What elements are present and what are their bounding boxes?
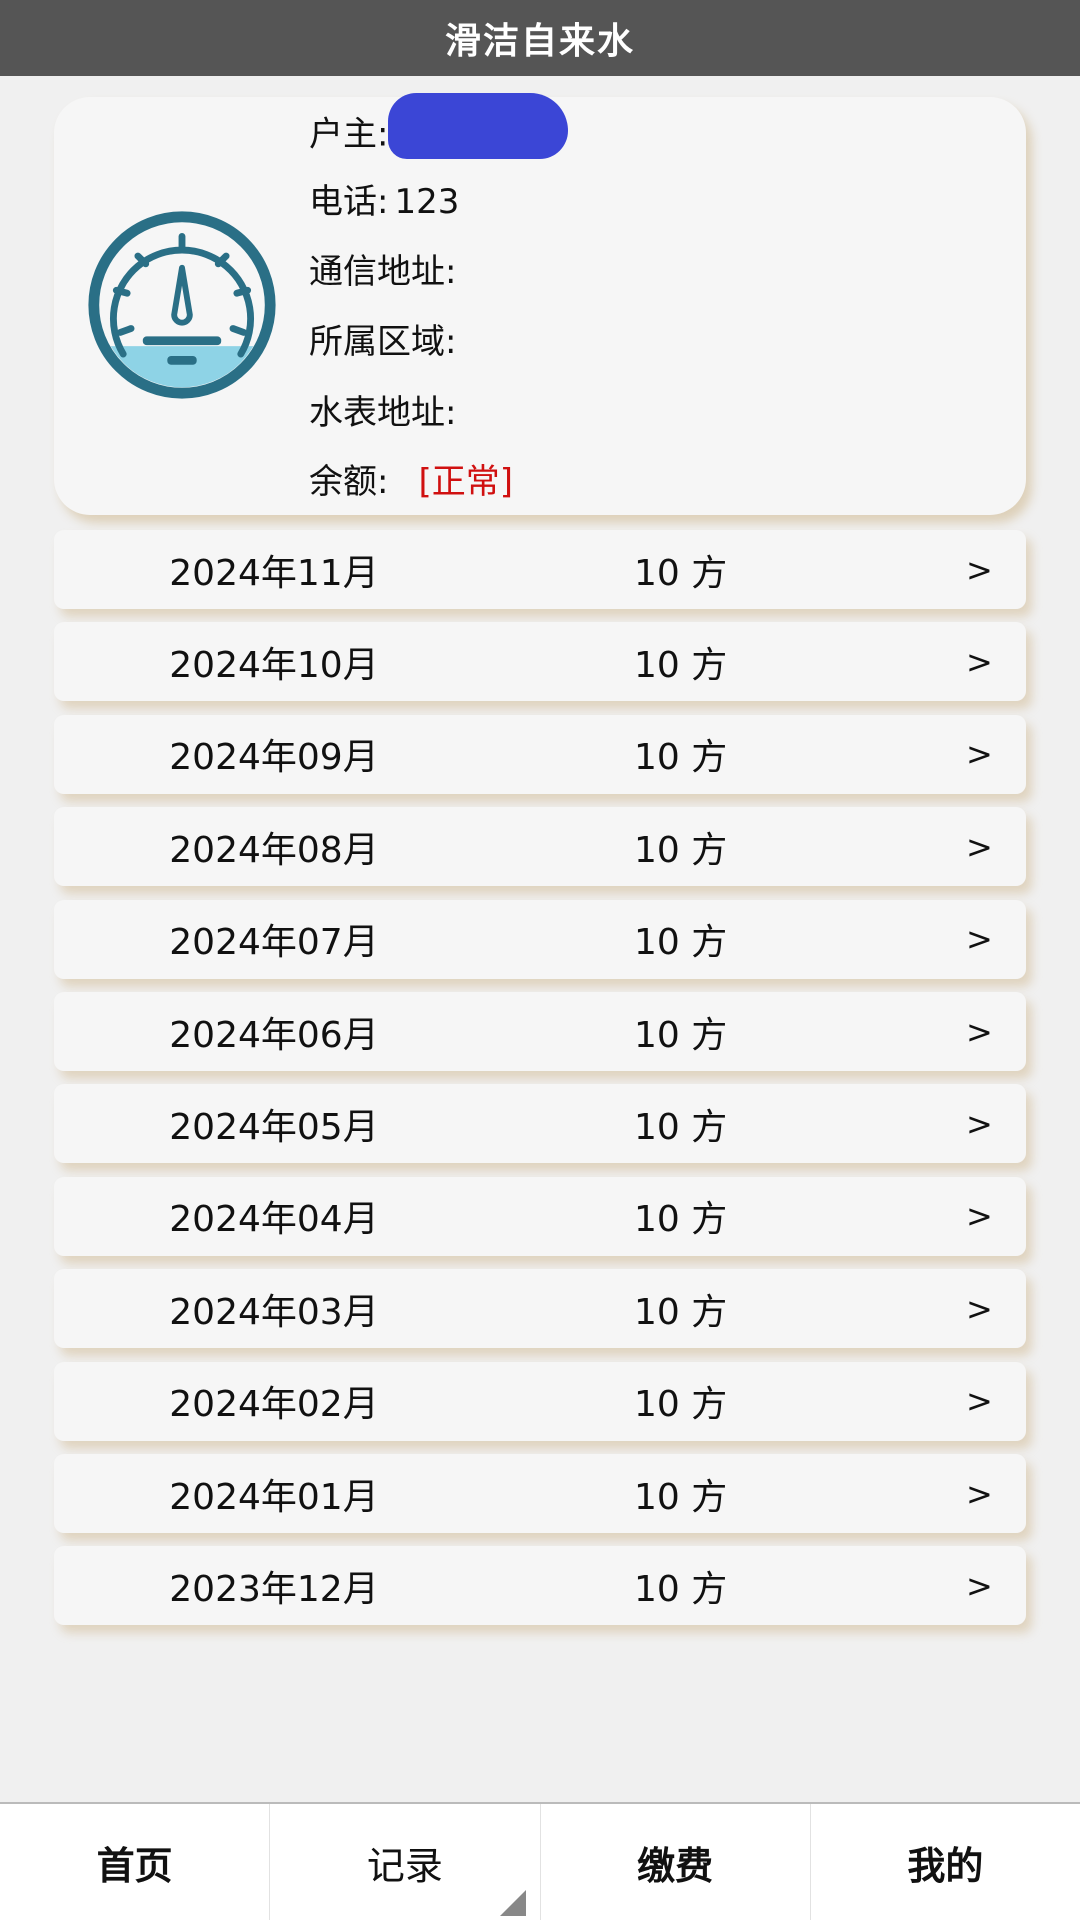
record-row[interactable]: 2024年04月 10 方 > [54,1176,1026,1256]
nav-records[interactable]: 记录 [269,1804,539,1920]
record-month: 2024年06月 [169,1014,379,1056]
chevron-right-icon: > [966,735,993,774]
region-label: 所属区域: [309,322,457,362]
chevron-right-icon: > [966,827,993,866]
nav-home-label: 首页 [96,1843,173,1888]
nav-mine-label: 我的 [907,1843,984,1888]
phone-row: 电话: 123 [309,182,459,222]
chevron-right-icon: > [966,1197,993,1236]
meter-address-label: 水表地址: [309,393,457,433]
chevron-right-icon: > [966,1289,993,1328]
record-row[interactable]: 2024年05月 10 方 > [54,1084,1026,1164]
nav-mine[interactable]: 我的 [809,1804,1080,1920]
nav-pay-label: 缴费 [637,1843,714,1888]
chevron-right-icon: > [966,1566,993,1605]
record-amount: 10 方 [634,922,728,964]
record-amount: 10 方 [634,1106,728,1148]
record-row[interactable]: 2024年10月 10 方 > [54,622,1026,702]
record-month: 2024年07月 [169,922,379,964]
phone-label: 电话: [309,182,389,222]
chevron-right-icon: > [966,550,993,589]
nav-pay[interactable]: 缴费 [539,1804,810,1920]
record-amount: 10 方 [634,1384,728,1426]
chevron-right-icon: > [966,642,993,681]
record-row[interactable]: 2024年01月 10 方 > [54,1454,1026,1533]
balance-row: 余额: [正常] [309,462,513,502]
record-month: 2024年08月 [169,829,379,871]
record-amount: 10 方 [634,1568,728,1610]
record-amount: 10 方 [634,1476,728,1518]
phone-value: 123 [394,182,460,222]
record-month: 2024年01月 [169,1476,379,1518]
record-amount: 10 方 [634,1291,728,1333]
chevron-right-icon: > [966,1382,993,1421]
record-amount: 10 方 [634,1199,728,1241]
chevron-right-icon: > [966,1104,993,1143]
water-meter-gauge-icon [88,211,276,399]
chevron-right-icon: > [966,1474,993,1513]
nav-home[interactable]: 首页 [0,1804,269,1920]
record-month: 2024年03月 [169,1291,379,1333]
record-row[interactable]: 2024年08月 10 方 > [54,807,1026,887]
record-row[interactable]: 2024年07月 10 方 > [54,899,1026,979]
record-month: 2024年04月 [169,1199,379,1241]
owner-label: 户主: [309,114,389,155]
record-row[interactable]: 2024年06月 10 方 > [54,992,1026,1071]
record-amount: 10 方 [634,1014,728,1056]
record-month: 2024年11月 [169,552,379,594]
balance-status: [正常] [418,462,513,502]
chevron-right-icon: > [966,1012,993,1051]
record-row[interactable]: 2024年02月 10 方 > [54,1361,1026,1441]
record-row[interactable]: 2024年09月 10 方 > [54,714,1026,794]
record-month: 2024年02月 [169,1384,379,1426]
owner-row: 户主: [309,93,569,159]
record-month: 2024年05月 [169,1106,379,1148]
redacted-owner-name [388,93,569,159]
active-indicator-icon [499,1890,526,1916]
bottom-nav: 首页 记录 缴费 我的 [0,1802,1080,1920]
record-amount: 10 方 [634,644,728,686]
address-label: 通信地址: [309,252,457,292]
record-month: 2024年09月 [169,737,379,779]
record-amount: 10 方 [634,552,728,594]
app-title: 滑洁自来水 [444,21,635,62]
record-month: 2024年10月 [169,644,379,686]
app-title-bar: 滑洁自来水 [0,0,1080,76]
account-card: 户主: 电话: 123 通信地址: 所属区域: 水表地址: 余额: [正常] [54,93,1026,515]
record-month: 2023年12月 [169,1568,379,1610]
record-row[interactable]: 2024年11月 10 方 > [54,530,1026,609]
balance-label: 余额: [309,462,389,502]
record-row[interactable]: 2023年12月 10 方 > [54,1546,1026,1626]
record-amount: 10 方 [634,829,728,871]
chevron-right-icon: > [966,920,993,959]
record-row[interactable]: 2024年03月 10 方 > [54,1269,1026,1349]
nav-records-label: 记录 [366,1843,443,1888]
record-amount: 10 方 [634,737,728,779]
